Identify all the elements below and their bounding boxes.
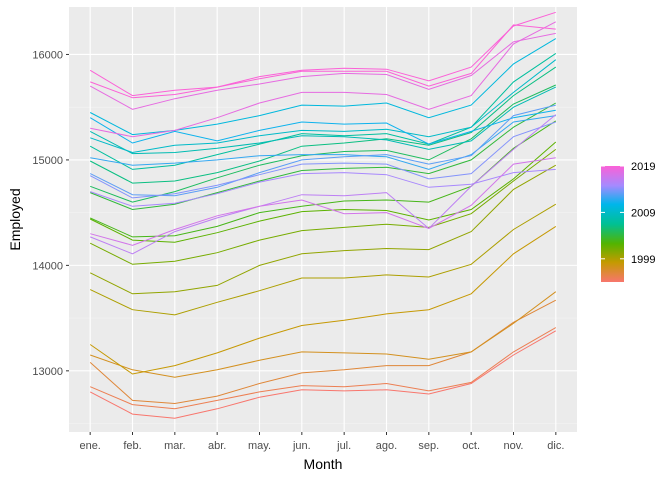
series-line [89, 330, 557, 419]
x-tick-label: ago. [376, 440, 397, 452]
series-line [89, 141, 557, 243]
series-line [90, 327, 557, 410]
x-tick-label: mar. [164, 440, 185, 452]
x-axis-ticks: ene. feb. mar. abr. may. jun. jul. ago. sep. oct.… [79, 432, 564, 452]
series-line [89, 148, 557, 265]
series-line [89, 109, 556, 145]
series-line [90, 114, 557, 255]
series-line [90, 168, 556, 207]
series-line [89, 164, 557, 295]
color-legend: 1999 2009 2019 [601, 161, 655, 282]
series-line [90, 291, 557, 378]
x-tick-label: nov. [504, 440, 524, 452]
y-axis-ticks: 13000 14000 15000 16000 [32, 49, 69, 378]
x-axis-title: Month [304, 456, 343, 472]
series-line [90, 84, 557, 203]
series-line [90, 157, 556, 246]
x-tick-label: abr. [208, 440, 226, 452]
series-lines [89, 11, 557, 419]
x-tick-label: jun. [292, 440, 311, 452]
x-tick-label: oct. [462, 440, 480, 452]
legend-tick-label: 2009 [631, 207, 655, 219]
minor-gridlines [69, 106, 577, 424]
legend-tick-label: 2019 [631, 161, 655, 173]
series-line [89, 24, 556, 97]
legend-colorbar [601, 166, 624, 282]
y-tick-label: 14000 [32, 260, 63, 272]
series-line [89, 225, 557, 375]
y-tick-label: 15000 [32, 155, 63, 167]
major-gridlines [69, 7, 577, 432]
y-axis-title: Employed [7, 188, 23, 250]
x-tick-label: may. [248, 440, 271, 452]
series-line [89, 32, 556, 110]
x-tick-label: ene. [79, 440, 100, 452]
series-line [90, 59, 557, 154]
series-line [90, 102, 557, 211]
x-tick-label: jul. [336, 440, 351, 452]
y-tick-label: 16000 [32, 49, 63, 61]
series-line [90, 11, 556, 99]
series-line [89, 86, 557, 155]
series-line [89, 121, 556, 199]
plot-panel [69, 7, 577, 432]
x-tick-label: dic. [547, 440, 564, 452]
x-tick-label: sep. [418, 440, 439, 452]
legend-ticks: 1999 2009 2019 [601, 161, 655, 266]
legend-tick-label: 1999 [631, 254, 655, 266]
x-tick-label: feb. [123, 440, 141, 452]
series-line [89, 104, 556, 197]
series-line [90, 21, 557, 138]
series-line [89, 52, 557, 170]
series-line [89, 203, 557, 316]
y-tick-label: 13000 [32, 366, 63, 378]
series-line [89, 66, 557, 184]
